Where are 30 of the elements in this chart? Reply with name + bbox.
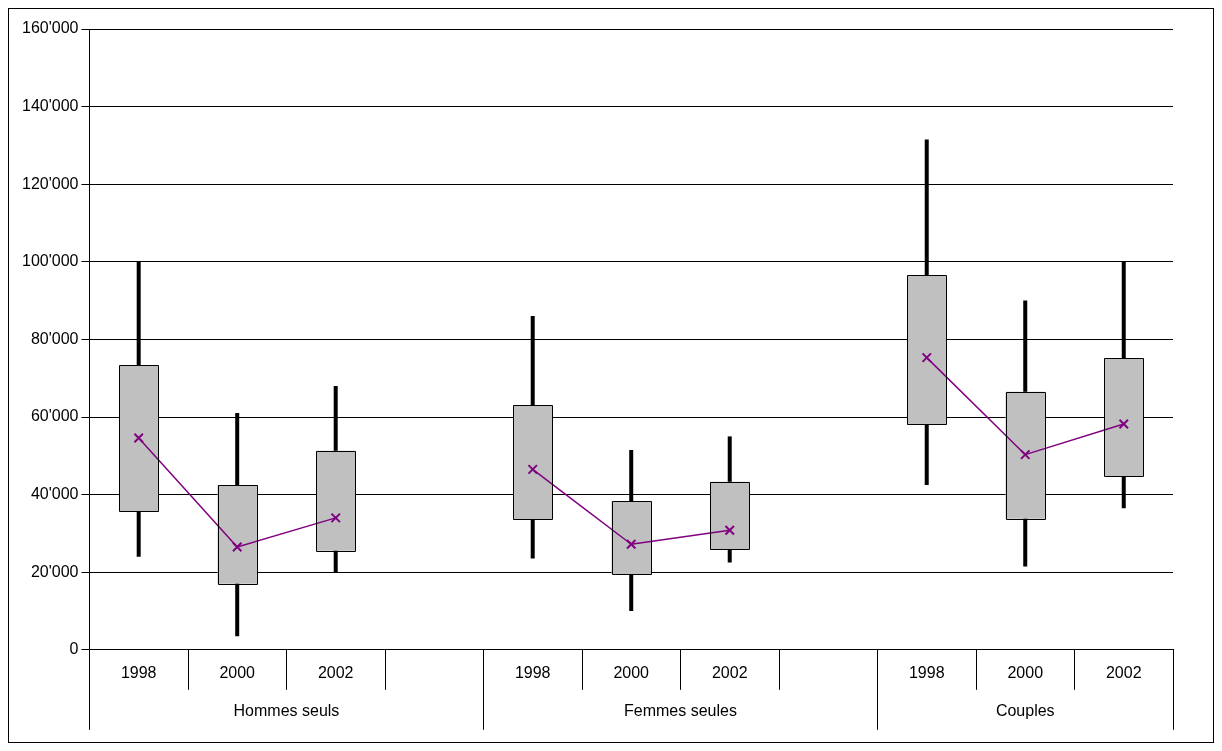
y-tick-label: 40'000 bbox=[30, 485, 79, 503]
point bbox=[133, 432, 144, 444]
y-tick-label: 120'000 bbox=[21, 174, 79, 192]
x-tick-label: 1998 bbox=[514, 663, 551, 681]
y-tick-label: 100'000 bbox=[21, 252, 79, 270]
x-tick-label: 2002 bbox=[711, 663, 748, 681]
point bbox=[625, 539, 637, 550]
x-tick-label: 2000 bbox=[219, 663, 256, 681]
point bbox=[724, 525, 735, 536]
text: Femmes seules bbox=[624, 702, 737, 720]
y-tick-label: 160'000 bbox=[21, 19, 79, 37]
y-tick-label: 80'000 bbox=[30, 329, 79, 347]
text: Couples bbox=[995, 702, 1055, 720]
x-tick-label: 1998 bbox=[908, 663, 945, 681]
x-tick-label: 2002 bbox=[1105, 663, 1142, 681]
x-tick-label: 2000 bbox=[1007, 663, 1044, 681]
x-tick-label: 1998 bbox=[120, 663, 157, 681]
text: Hommes seuls bbox=[233, 702, 340, 720]
point bbox=[330, 512, 341, 524]
y-tick-label: 140'000 bbox=[21, 97, 79, 115]
point bbox=[527, 464, 538, 475]
x-tick-label: 2000 bbox=[613, 663, 650, 681]
point bbox=[1020, 449, 1031, 460]
y-tick-label: 0 bbox=[69, 640, 79, 658]
point bbox=[231, 541, 243, 553]
y-tick-label: 60'000 bbox=[30, 407, 79, 425]
point bbox=[921, 352, 932, 363]
y-tick-label: 20'000 bbox=[30, 562, 79, 580]
x-tick-label: 2002 bbox=[317, 663, 354, 681]
point bbox=[1118, 418, 1129, 430]
